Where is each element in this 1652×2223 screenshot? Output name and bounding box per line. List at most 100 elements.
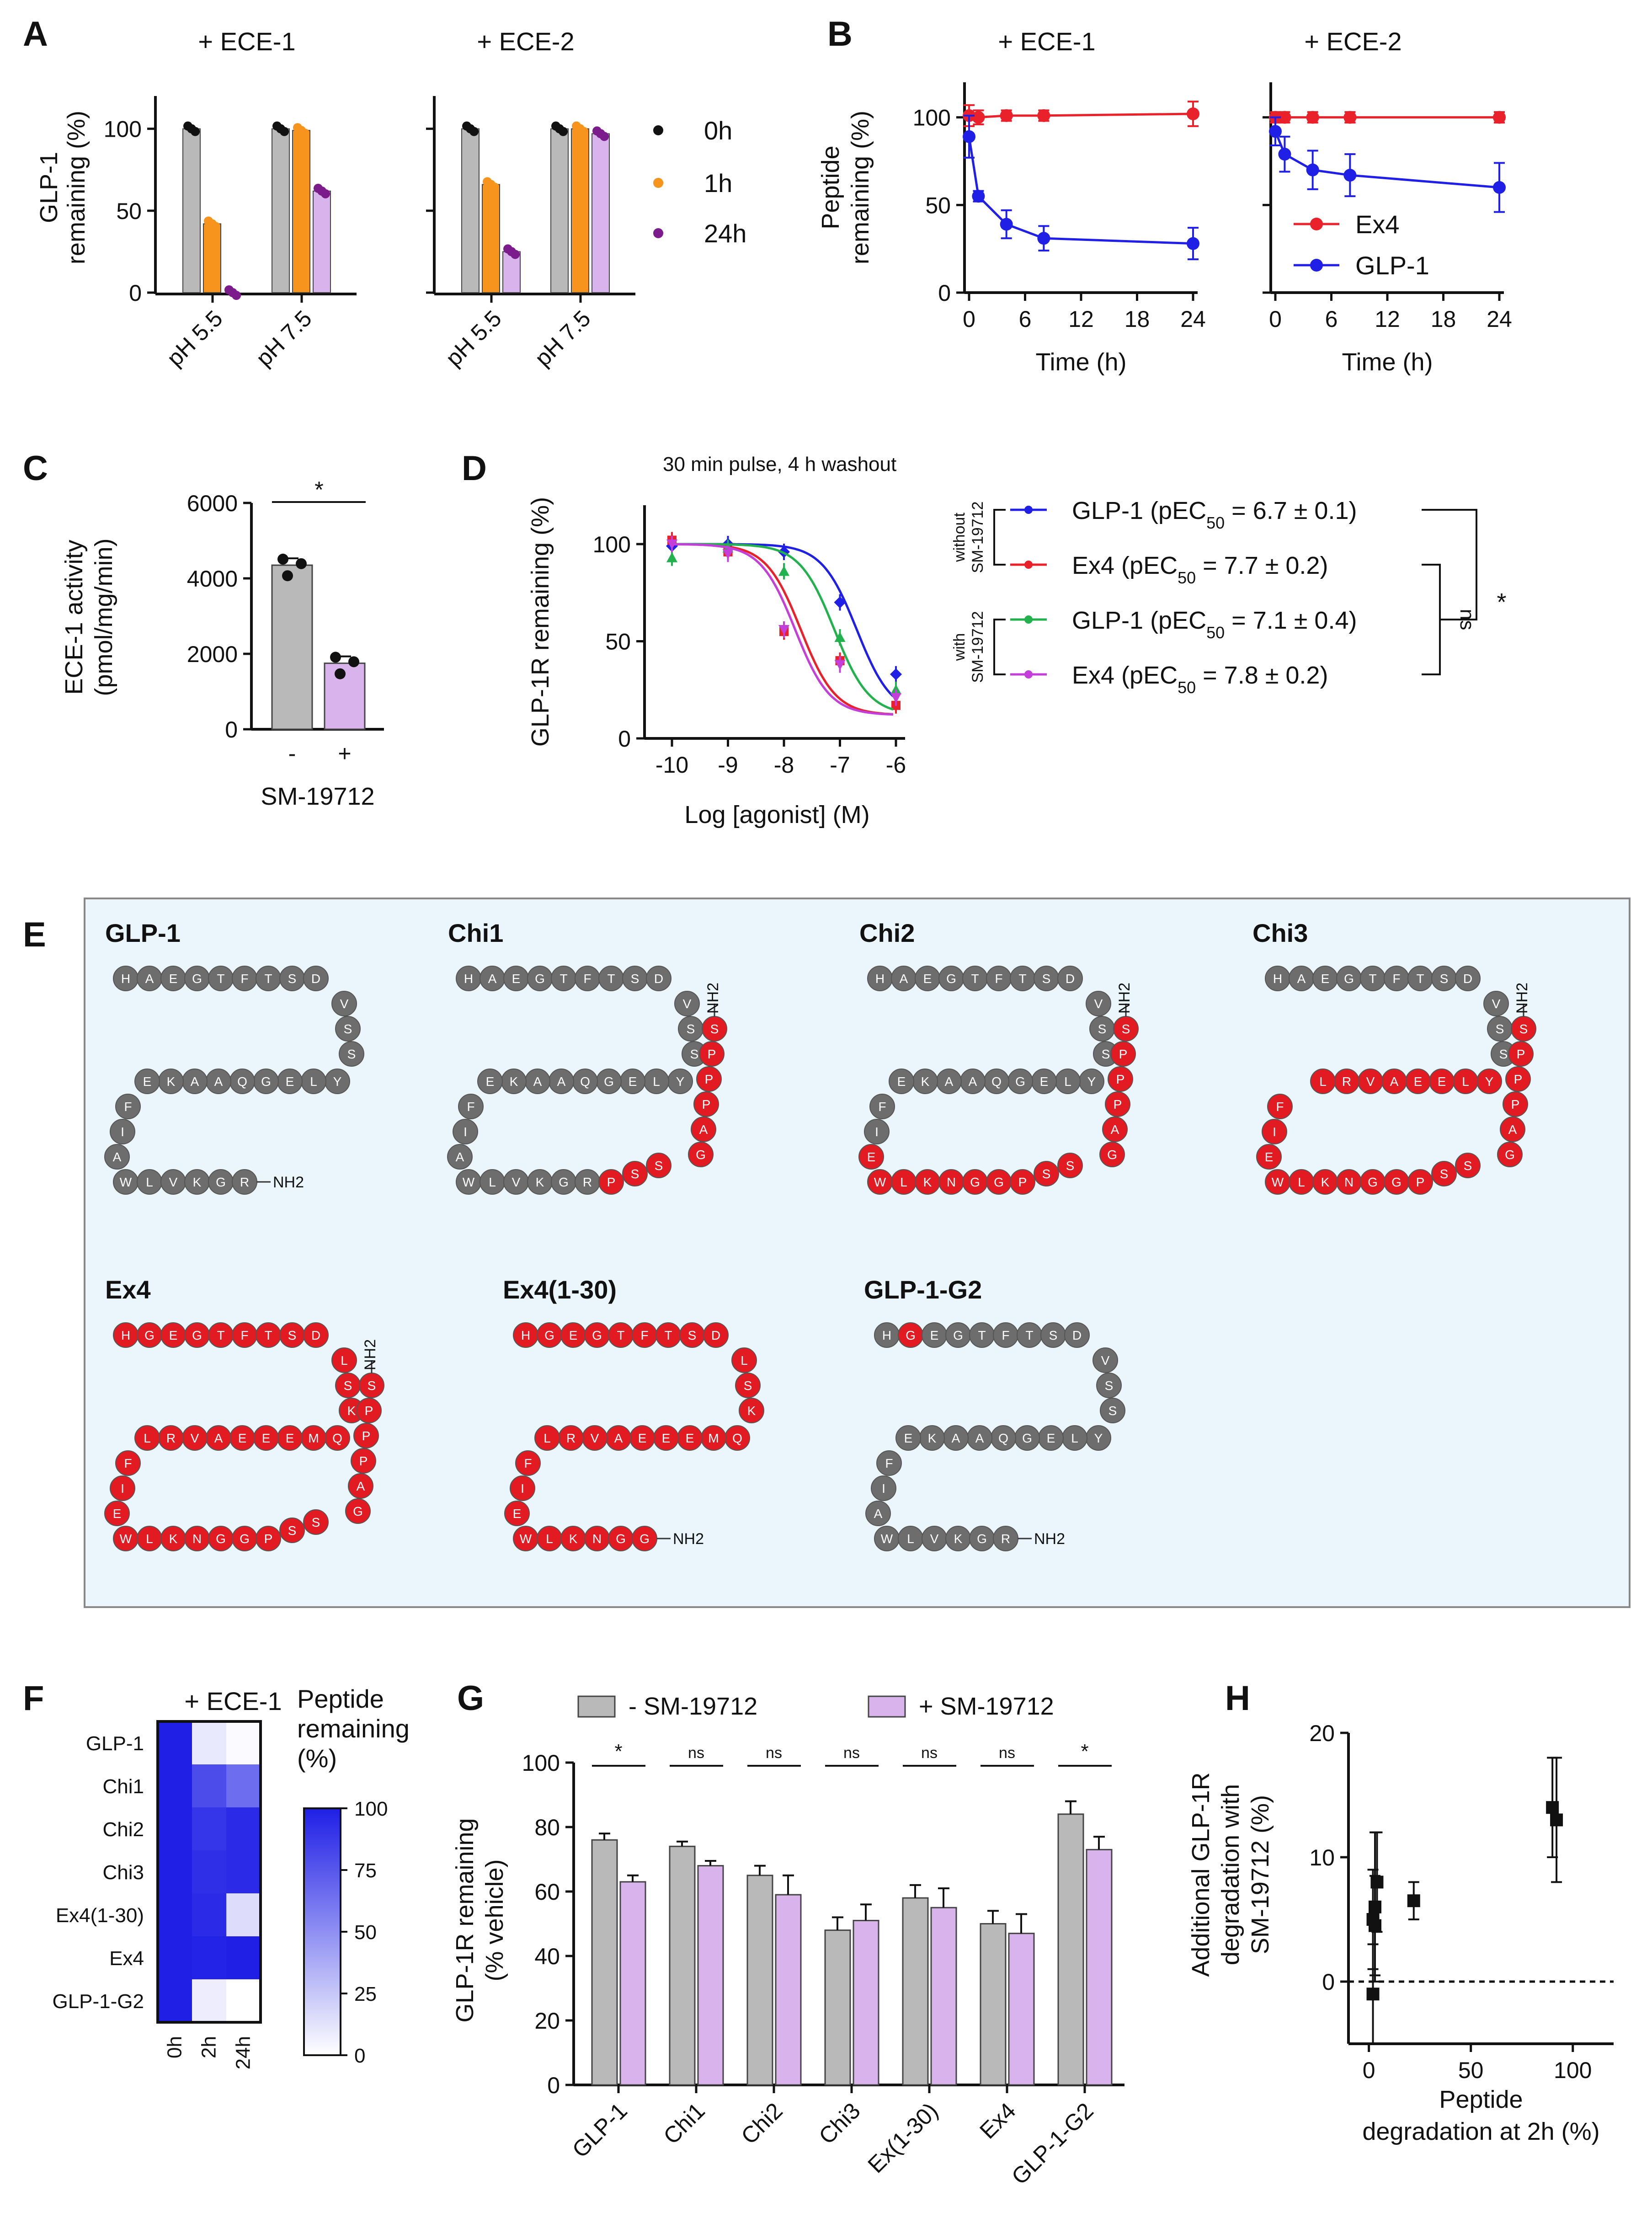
panelE-residue — [1102, 1117, 1128, 1142]
panelE-residue-letter: Q — [991, 1074, 1002, 1089]
panelE-residue — [864, 1119, 890, 1144]
panelH-point — [1369, 1919, 1381, 1932]
panelG-bar — [1086, 1849, 1113, 2086]
panelE-residue-letter: T — [217, 1328, 224, 1342]
panelG-bar — [980, 1923, 1007, 2086]
panelB-legend-label: GLP-1 — [1355, 251, 1429, 280]
panelD-ytick-label: 50 — [605, 629, 631, 655]
panelE-residue — [646, 966, 671, 991]
panelG-legend-label: + SM-19712 — [919, 1693, 1054, 1720]
panelE-background — [84, 898, 1631, 1608]
panelC-point — [330, 652, 341, 663]
panelE-residue-letter: F — [995, 972, 1002, 986]
panelE-residue-letter: F — [124, 1456, 132, 1470]
panelB-title: + ECE-2 — [1304, 27, 1402, 56]
panelE-residue-letter: F — [1276, 1100, 1284, 1114]
panelE-residue-letter: S — [688, 1328, 697, 1342]
panelE-residue-letter: G — [1344, 972, 1354, 986]
panelC-ylabel: (pmol/mg/min) — [90, 538, 117, 696]
panelE-residue — [104, 1501, 130, 1526]
panelB-point — [972, 190, 985, 203]
panelF-row-label: Chi3 — [103, 1861, 144, 1884]
panelC-ylabel: ECE-1 activity — [60, 540, 88, 695]
panelE-residue-letter: Q — [580, 1074, 590, 1089]
panelE-residue-letter: V — [191, 1431, 199, 1445]
panelD-bracket-star — [1422, 509, 1477, 620]
panelE-residue-letter: E — [662, 1431, 671, 1445]
panelE-residue-letter: R — [240, 1175, 249, 1189]
panelG-xtick-label: Chi1 — [658, 2098, 709, 2149]
panelH-ytick-label: 10 — [1309, 1845, 1335, 1870]
panelE-residue-letter: D — [1066, 972, 1075, 986]
panelE-residue — [1483, 991, 1509, 1016]
panelA-ylabel: GLP-1 — [35, 152, 63, 223]
panelE-residue — [1064, 1322, 1090, 1348]
panelE-residue — [1105, 1091, 1130, 1117]
panelE-residue-letter: N — [192, 1532, 202, 1546]
panelE-residue-letter: T — [264, 972, 272, 986]
panelA-legend-label: 0h — [704, 116, 732, 145]
panelE-residue — [534, 1425, 560, 1451]
panelE-residue-letter: S — [1496, 1022, 1504, 1036]
panelB-xlabel: Time (h) — [1342, 348, 1433, 376]
panelE-peptide-name: Ex4(1-30) — [503, 1275, 617, 1304]
panelG-bar — [746, 1875, 773, 2086]
panelE-nh2: NH2 — [673, 1530, 704, 1548]
panelG-ytick-label: 60 — [534, 1879, 560, 1905]
panelA-legend-marker — [653, 125, 663, 135]
panelB-ytick-label: 50 — [925, 192, 951, 218]
panelH-point — [1407, 1894, 1420, 1908]
panelE-residue-letter: G — [1015, 1074, 1025, 1089]
panelA-bar — [182, 128, 201, 293]
panelG-ytick-label: 0 — [547, 2073, 560, 2098]
panelE-residue-letter: S — [1464, 1159, 1472, 1173]
panelA-bar — [292, 130, 310, 293]
panelE-residue — [256, 1526, 281, 1551]
panelD-fit-curve — [672, 543, 894, 697]
panelG-bar — [775, 1894, 802, 2086]
panelE-residue-letter: P — [607, 1175, 616, 1189]
panelF-row-label: Chi1 — [103, 1775, 144, 1798]
panelE-residue-letter: E — [262, 1431, 271, 1445]
panelE-residue — [1262, 1119, 1287, 1144]
panelE-residue-letter: P — [1018, 1175, 1027, 1189]
panelA-point — [228, 288, 237, 297]
panelG-sig: ns — [688, 1744, 704, 1762]
panelE-residue-letter: L — [741, 1353, 748, 1368]
panelE-residue-letter: N — [947, 1175, 956, 1189]
panelE-residue-letter: A — [456, 1150, 464, 1164]
panelE-residue-letter: Y — [333, 1074, 342, 1089]
panelH-ytick-label: 20 — [1309, 1721, 1335, 1746]
panelE-residue — [104, 1144, 130, 1170]
panelE-residue-letter: F — [1002, 1328, 1009, 1342]
panel-letter-D: D — [462, 449, 487, 488]
panelA-ytick-label: 50 — [116, 198, 142, 224]
panelE-residue-letter: S — [1440, 972, 1449, 986]
panelE-residue — [865, 1501, 891, 1526]
panelD-legend-marker — [1024, 670, 1033, 679]
panelA-point — [507, 247, 516, 256]
panelF-colorbar — [303, 1807, 341, 2056]
panelD-point — [722, 549, 734, 560]
panelG-ytick-label: 40 — [534, 1944, 560, 1969]
panelE-residue-letter: L — [146, 1532, 153, 1546]
panelE-residue-letter: D — [711, 1328, 720, 1342]
panelE-residue-letter: A — [557, 1074, 566, 1089]
panelH-xlabel: degradation at 2h (%) — [1362, 2118, 1599, 2145]
panelE-residue-letter: H — [121, 1328, 130, 1342]
panelE-residue-letter: G — [353, 1504, 363, 1518]
panelB-title: + ECE-1 — [998, 27, 1095, 56]
panelE-residue-letter: A — [1297, 972, 1306, 986]
panelE-residue-letter: S — [288, 972, 297, 986]
panelE-residue-letter: H — [1273, 972, 1282, 986]
panelG-xtick-label: GLP-1 — [567, 2098, 632, 2163]
panelG-bar — [591, 1839, 618, 2086]
panelE-residue-letter: F — [640, 1328, 648, 1342]
panelC-xtick-label: - — [288, 741, 296, 766]
panelD-group-label: SM-19712 — [969, 502, 986, 573]
panelE-residue-letter: A — [900, 972, 908, 986]
panelE-residue-letter: S — [687, 1022, 695, 1036]
panelA-bar — [272, 128, 290, 293]
panelF-row-label: GLP-1-G2 — [52, 1990, 144, 2013]
